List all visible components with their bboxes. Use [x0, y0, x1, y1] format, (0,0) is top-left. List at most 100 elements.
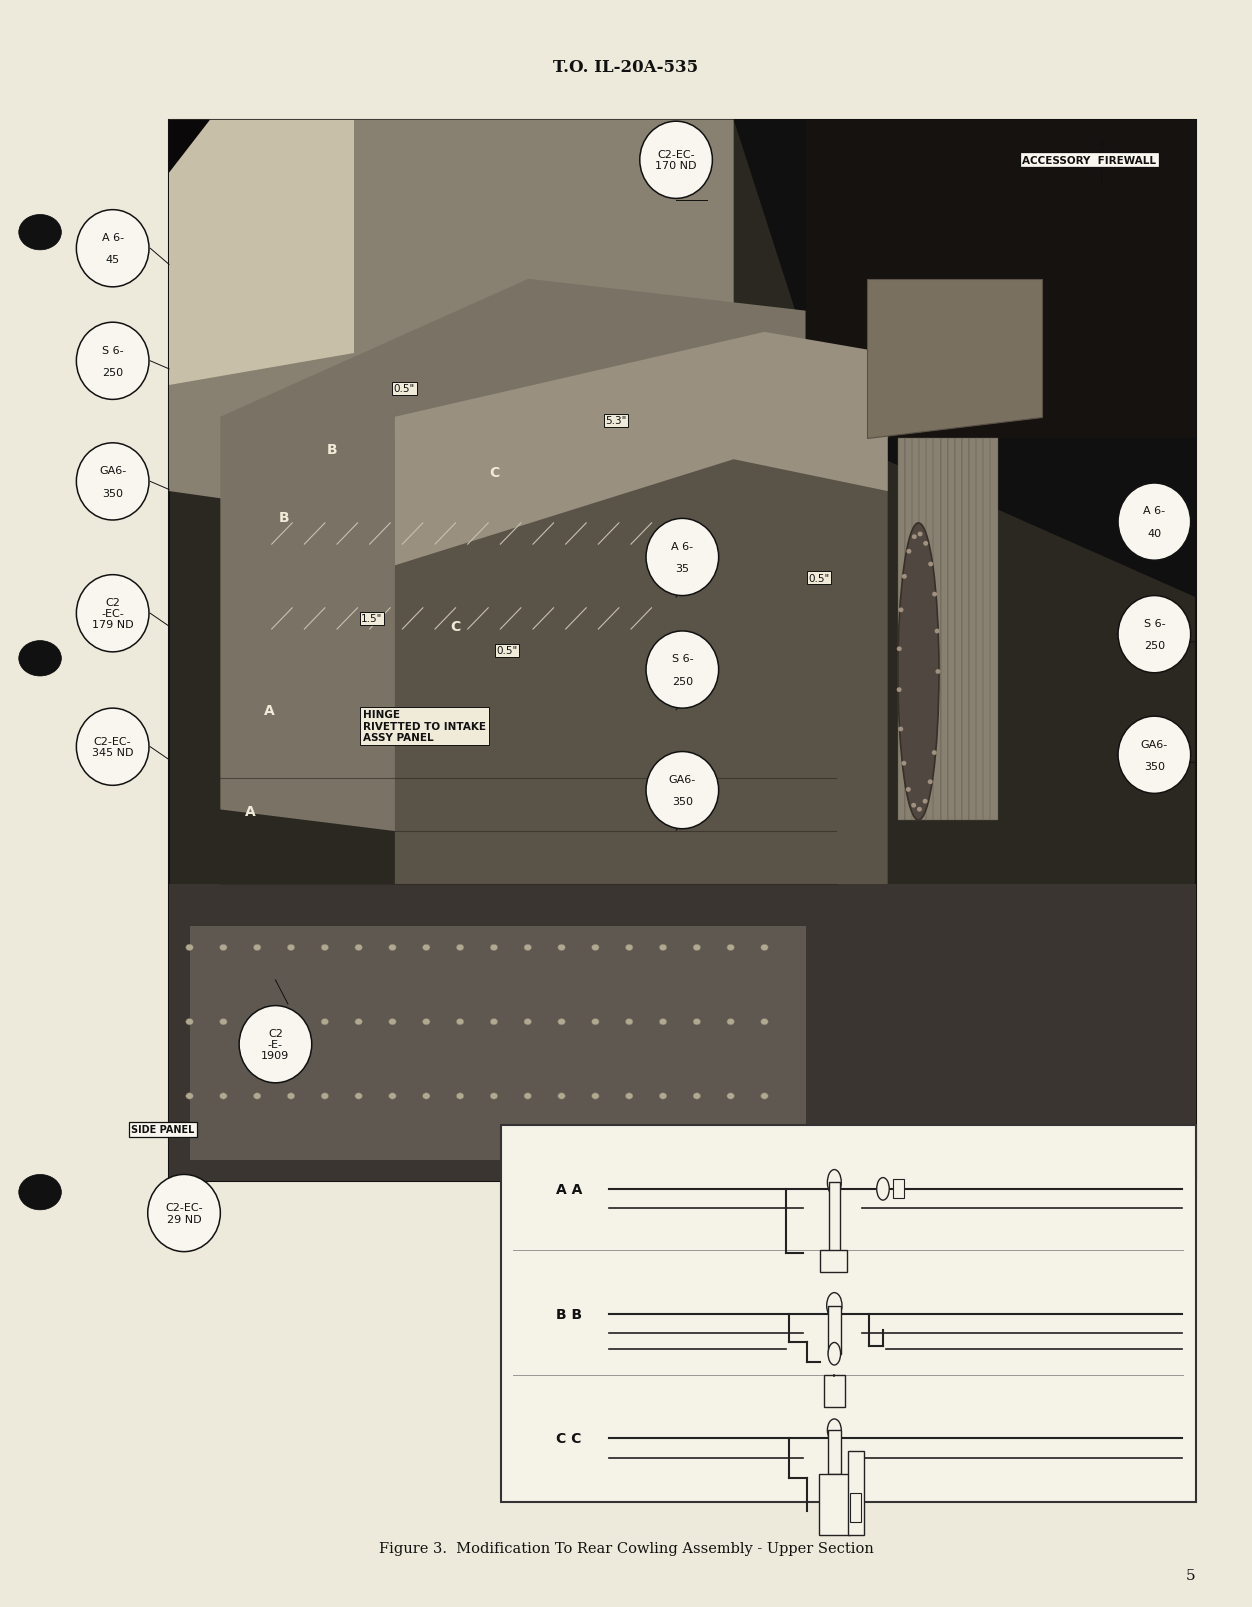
Text: T.O. IL-20A-535: T.O. IL-20A-535: [553, 59, 699, 76]
Text: C2-EC-
345 ND: C2-EC- 345 ND: [91, 736, 134, 759]
Ellipse shape: [185, 1019, 193, 1025]
Ellipse shape: [694, 945, 701, 951]
Bar: [169, 884, 1196, 1181]
Polygon shape: [169, 121, 354, 386]
Ellipse shape: [558, 945, 566, 951]
Ellipse shape: [253, 1019, 260, 1025]
Text: S 6-

250: S 6- 250: [671, 654, 694, 686]
Polygon shape: [394, 333, 888, 566]
Bar: [934, 439, 942, 821]
Ellipse shape: [525, 945, 532, 951]
Ellipse shape: [898, 524, 939, 821]
Ellipse shape: [219, 945, 227, 951]
Ellipse shape: [558, 1019, 566, 1025]
Ellipse shape: [388, 1093, 396, 1099]
Bar: [955, 439, 963, 821]
Ellipse shape: [1118, 484, 1191, 561]
Text: C2-EC-
170 ND: C2-EC- 170 ND: [655, 149, 697, 172]
Ellipse shape: [19, 1175, 61, 1210]
Text: Figure 3.  Modification To Rear Cowling Assembly - Upper Section: Figure 3. Modification To Rear Cowling A…: [378, 1541, 874, 1554]
Ellipse shape: [253, 1093, 260, 1099]
Ellipse shape: [923, 799, 928, 804]
Ellipse shape: [253, 945, 260, 951]
Ellipse shape: [901, 575, 906, 580]
Ellipse shape: [916, 807, 921, 812]
Ellipse shape: [911, 535, 916, 540]
Ellipse shape: [558, 1093, 566, 1099]
Ellipse shape: [422, 1093, 429, 1099]
Text: C C: C C: [556, 1432, 582, 1445]
Ellipse shape: [646, 519, 719, 596]
Text: C: C: [490, 466, 500, 479]
Ellipse shape: [646, 752, 719, 829]
Ellipse shape: [19, 215, 61, 251]
Ellipse shape: [626, 945, 634, 951]
Ellipse shape: [456, 1019, 463, 1025]
Ellipse shape: [287, 1019, 294, 1025]
Bar: [948, 439, 955, 821]
Ellipse shape: [1118, 717, 1191, 794]
Text: 1.5": 1.5": [361, 614, 383, 624]
Text: S 6-

250: S 6- 250: [101, 346, 124, 378]
Ellipse shape: [828, 1419, 841, 1441]
Ellipse shape: [660, 1019, 667, 1025]
Ellipse shape: [219, 1019, 227, 1025]
Polygon shape: [169, 121, 734, 524]
Text: GA6-

350: GA6- 350: [1141, 739, 1168, 771]
Bar: [913, 439, 920, 821]
Bar: [829, 1183, 840, 1253]
Bar: [940, 439, 948, 821]
Ellipse shape: [491, 1093, 498, 1099]
Ellipse shape: [525, 1019, 532, 1025]
Ellipse shape: [321, 945, 328, 951]
Ellipse shape: [354, 1019, 362, 1025]
Bar: [820, 1250, 846, 1273]
Ellipse shape: [826, 1292, 843, 1318]
Ellipse shape: [928, 562, 933, 567]
Ellipse shape: [456, 1093, 463, 1099]
Bar: [969, 439, 977, 821]
Ellipse shape: [422, 1019, 429, 1025]
Ellipse shape: [901, 762, 906, 767]
Text: 0.5": 0.5": [497, 646, 517, 656]
Ellipse shape: [354, 945, 362, 951]
Ellipse shape: [76, 575, 149, 652]
Bar: [805, 121, 1196, 439]
Ellipse shape: [646, 632, 719, 709]
Polygon shape: [220, 280, 805, 842]
Ellipse shape: [896, 648, 901, 652]
Ellipse shape: [934, 630, 939, 635]
Text: A 6-

35: A 6- 35: [671, 542, 694, 574]
Ellipse shape: [76, 211, 149, 288]
Ellipse shape: [388, 1019, 396, 1025]
Bar: [824, 1376, 845, 1408]
Text: GA6-

350: GA6- 350: [99, 466, 126, 498]
Ellipse shape: [456, 945, 463, 951]
Ellipse shape: [876, 1178, 889, 1200]
Ellipse shape: [219, 1093, 227, 1099]
Ellipse shape: [592, 1019, 600, 1025]
Ellipse shape: [896, 688, 901, 693]
Bar: [990, 439, 998, 821]
Ellipse shape: [491, 945, 498, 951]
Text: C2
-E-
1909: C2 -E- 1909: [262, 1028, 289, 1061]
Text: A: A: [264, 704, 274, 717]
Polygon shape: [394, 354, 888, 1011]
Ellipse shape: [761, 945, 769, 951]
Text: A: A: [245, 805, 255, 818]
Bar: [828, 1430, 840, 1474]
Ellipse shape: [933, 593, 938, 598]
Ellipse shape: [19, 641, 61, 677]
Ellipse shape: [727, 1093, 735, 1099]
Polygon shape: [734, 121, 1196, 598]
Bar: [919, 439, 926, 821]
Ellipse shape: [148, 1175, 220, 1252]
Ellipse shape: [185, 945, 193, 951]
Ellipse shape: [918, 532, 923, 537]
Ellipse shape: [923, 542, 928, 546]
Text: C: C: [451, 620, 461, 633]
Ellipse shape: [694, 1093, 701, 1099]
Text: C2
-EC-
179 ND: C2 -EC- 179 ND: [91, 598, 134, 630]
Bar: [962, 439, 969, 821]
Ellipse shape: [354, 1093, 362, 1099]
